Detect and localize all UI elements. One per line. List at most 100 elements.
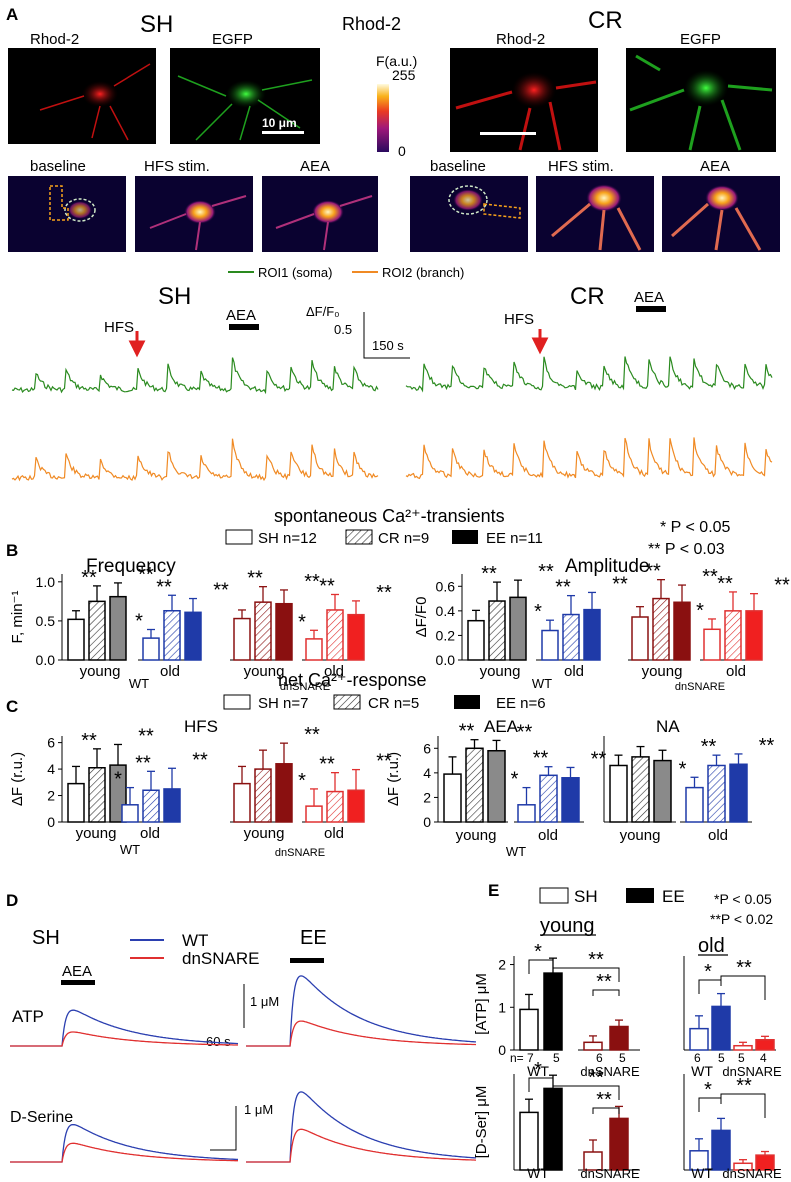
trace-dser-sh-dn bbox=[10, 1142, 238, 1163]
legend-roi2: ROI2 (branch) bbox=[382, 265, 464, 280]
micrograph-sh-egfp: 10 μm bbox=[170, 48, 320, 144]
y-axis-label: F, min⁻¹ bbox=[9, 591, 26, 644]
atp-bar-ee-3 bbox=[755, 1038, 775, 1051]
significance-mark: ** bbox=[192, 749, 208, 771]
bar-cr-3 bbox=[724, 610, 742, 661]
legend-ee-swatch-e bbox=[626, 888, 654, 903]
significance-mark: ** bbox=[736, 957, 752, 979]
n-label: 6 bbox=[596, 1051, 603, 1065]
significance-mark: ** bbox=[81, 730, 97, 752]
colorbar: F(a.u.) 255 0 bbox=[376, 53, 417, 159]
x-label-old: old bbox=[140, 825, 160, 842]
significance-mark: * bbox=[298, 611, 306, 633]
bar-cr-0 bbox=[465, 747, 484, 823]
bar-sh-0 bbox=[609, 764, 628, 823]
amplitude-title: Amplitude bbox=[565, 556, 650, 577]
bar-sh-3 bbox=[305, 805, 323, 823]
significance-mark: ** bbox=[588, 1067, 604, 1089]
bar-ee-3 bbox=[347, 613, 365, 661]
significance-mark: ** bbox=[538, 561, 554, 583]
significance-mark: * bbox=[534, 601, 542, 623]
sig-bracket bbox=[698, 979, 722, 994]
significance-mark: * bbox=[704, 1079, 712, 1101]
significance-mark: ** bbox=[591, 748, 607, 770]
atp-bar-sh-2 bbox=[689, 1027, 709, 1051]
img-label-left-rhod2: Rhod-2 bbox=[30, 31, 79, 48]
atp-bar-ee-2 bbox=[711, 1005, 731, 1051]
micrograph-cr-egfp bbox=[626, 48, 776, 152]
trace-atp-ee-dn bbox=[246, 1020, 477, 1047]
x-label-dnsnare: dnSNARE bbox=[580, 1064, 640, 1079]
x-label-wt: WT bbox=[691, 1063, 713, 1079]
trace-title-cr: CR bbox=[570, 283, 605, 310]
pval-single-e: *P < 0.05 bbox=[714, 891, 772, 907]
sig-bracket bbox=[528, 1077, 554, 1092]
significance-mark: ** bbox=[481, 563, 497, 585]
n-label: 6 bbox=[694, 1051, 701, 1065]
hfs-title-c: HFS bbox=[184, 717, 218, 736]
legend-sh-swatch-c bbox=[223, 694, 251, 710]
y-tick-label: 0.2 bbox=[436, 627, 456, 643]
atp-bar-ee-0 bbox=[543, 972, 563, 1051]
significance-mark: * bbox=[534, 1059, 542, 1081]
bar-ee-1 bbox=[163, 788, 181, 823]
significance-mark: ** bbox=[759, 735, 775, 757]
legend-ee-swatch-c bbox=[454, 695, 480, 709]
img-label-right-rhod2: Rhod-2 bbox=[496, 31, 545, 48]
x-label-young: young bbox=[80, 663, 121, 680]
significance-mark: ** bbox=[612, 573, 628, 595]
d-aea-bar-ee bbox=[290, 958, 324, 963]
calcium-traces bbox=[11, 356, 773, 482]
x-label-wt: WT bbox=[506, 844, 526, 859]
dser-bar-sh-3 bbox=[733, 1162, 753, 1171]
bar-cr-3 bbox=[326, 790, 344, 823]
bar-cr-0 bbox=[488, 600, 506, 661]
trace-dser-ee-dn bbox=[246, 1128, 476, 1163]
panel-a: A SH Rhod-2 CR Rhod-2 EGFP Rhod-2 EGFP 1… bbox=[6, 5, 780, 482]
sh-label-a: SH bbox=[140, 11, 173, 38]
significance-mark: ** bbox=[596, 1089, 612, 1111]
hfs-label-left: HFS bbox=[104, 319, 134, 336]
img-label-left-baseline: baseline bbox=[30, 158, 86, 175]
y-tick-label: 6 bbox=[423, 740, 431, 756]
significance-mark: ** bbox=[459, 721, 475, 743]
legend-sh-b: SH n=12 bbox=[258, 530, 317, 547]
dser-bar-ee-1 bbox=[609, 1117, 629, 1171]
d-dser-label: D-Serine bbox=[10, 1109, 73, 1126]
na-chart: *** **young old bbox=[603, 735, 775, 844]
x-label-old: old bbox=[564, 663, 584, 680]
frequency-chart: 0.00.51.0F, min⁻¹** ***** **** ***** **young… bbox=[9, 564, 392, 693]
bar-ee-3 bbox=[347, 789, 365, 823]
bar-cr-2 bbox=[254, 601, 272, 661]
y-tick-label: 4 bbox=[47, 761, 55, 777]
bar-sh-2 bbox=[233, 782, 251, 823]
significance-mark: ** bbox=[156, 576, 172, 598]
significance-mark: ** bbox=[376, 751, 392, 773]
bar-sh-0 bbox=[67, 618, 85, 661]
bar-cr-3 bbox=[326, 609, 344, 661]
trace-dser-ee-wt bbox=[246, 1091, 476, 1163]
dser-bar-ee-2 bbox=[711, 1129, 731, 1171]
y-tick-label: 2 bbox=[47, 788, 55, 804]
atp-bar-sh-1 bbox=[583, 1041, 603, 1051]
scale-bar-label: 10 μm bbox=[262, 116, 297, 130]
significance-mark: * bbox=[114, 769, 122, 791]
bar-ee-1 bbox=[184, 611, 202, 661]
atp-ylabel: [ATP] μM bbox=[473, 973, 490, 1035]
d-aea-bar-sh bbox=[61, 980, 95, 985]
significance-mark: ** bbox=[596, 971, 612, 993]
y-tick-label: 0 bbox=[423, 814, 431, 830]
x-label-young: young bbox=[76, 825, 117, 842]
bar-ee-0 bbox=[509, 596, 527, 661]
aea-title-c: AEA bbox=[484, 717, 519, 736]
img-label-left-aea: AEA bbox=[300, 158, 330, 175]
d-scale-dser-label: 1 μM bbox=[244, 1102, 273, 1117]
bar-ee-2 bbox=[275, 602, 293, 661]
bar-sh-1 bbox=[517, 804, 536, 823]
frequency-title: Frequency bbox=[86, 556, 176, 577]
atp-bar-ee-1 bbox=[609, 1025, 629, 1051]
bar-ee-1 bbox=[729, 763, 748, 823]
micrograph-cr-rhod2 bbox=[450, 48, 598, 152]
